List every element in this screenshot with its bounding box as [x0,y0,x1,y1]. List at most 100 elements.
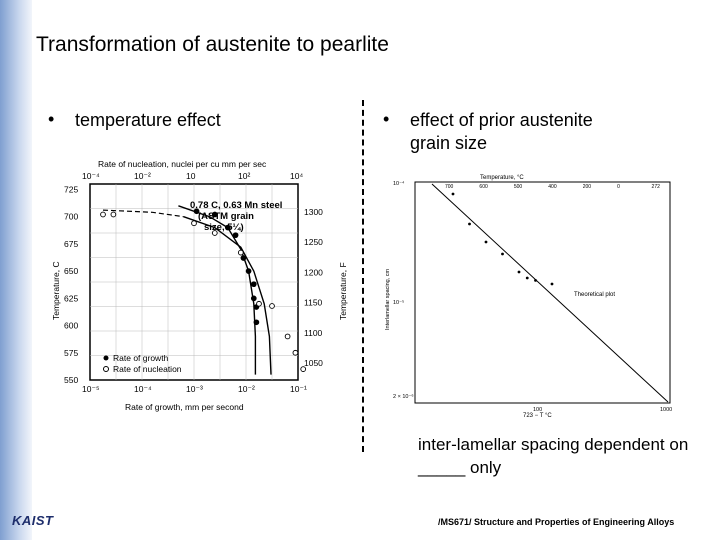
spacing-point [517,270,521,274]
top-tick-label: 400 [548,184,557,190]
annotation-line-3: size, 5¼) [204,222,244,233]
y2-tick-label: 1100 [304,328,323,338]
slide-left-accent-bar [0,0,32,540]
top-tick-label: 600 [479,184,488,190]
y-tick-label: 550 [64,375,78,385]
slide-title: Transformation of austenite to pearlite [36,33,389,56]
spacing-chart: Temperature, °C 700 600 500 400 200 0 272 10⁻⁴ 1… [385,175,672,419]
nucleation-point [191,220,197,227]
growth-point [253,319,260,326]
y-tick-label: 650 [64,266,78,276]
nucleation-point [300,366,307,372]
bullet-right-line2: grain size [410,133,488,153]
x-tick-label: 1000 [660,407,672,413]
growth-point [245,268,252,274]
data-points [100,208,307,372]
grain-size-figure: Temperature, °C 700 600 500 400 200 0 272 10⁻⁴ 1… [380,170,680,425]
top-tick-label: 10² [238,171,250,181]
legend-nucleation: Rate of nucleation [113,364,182,374]
legend-growth: Rate of growth [113,353,169,363]
temperature-effect-chart: Rate of nucleation, nuclei per cu mm per… [51,159,348,412]
y-axis-label: Temperature, C [51,261,61,320]
plot-frame [414,181,671,404]
y-tick-label: 625 [64,293,78,303]
y2-axis-label: Temperature, F [338,262,348,320]
growth-point [250,281,257,288]
top-tick-label: 272 [652,184,661,190]
y2-tick-label: 1200 [304,267,323,277]
note-line-2: _____ only [418,458,502,477]
legend: Rate of growth Rate of nucleation [103,353,182,374]
top-tick-label: 700 [445,184,454,190]
annotation-line-2: (ASTM grain [198,211,254,222]
nucleation-point [269,303,275,309]
top-tick-label: 10⁻² [134,171,151,181]
spacing-point [550,282,554,286]
growth-point [250,295,257,302]
y2-tick-label: 1250 [304,237,323,247]
x-axis-label: 723 − T °C [523,413,552,419]
spacing-point [451,192,455,196]
annotation-line-1: 0.78 C, 0.63 Mn steel [190,200,282,211]
top-tick-label: 10⁻⁴ [82,171,100,181]
x-axis-label: Rate of growth, mm per second [125,402,244,412]
nucleation-point [237,249,244,256]
y-tick-label: 2 × 10⁻⁶ [393,393,414,400]
theoretical-line [431,183,669,403]
nucleation-curve [183,216,272,375]
x-tick-label: 10⁻⁴ [134,384,152,394]
top-tick-label: 10⁴ [290,171,303,181]
spacing-point [525,276,529,280]
top-tick-label: 0 [617,184,620,190]
growth-point [193,208,200,215]
spacing-note: inter-lamellar spacing dependent on ____… [418,433,688,479]
spacing-point [484,240,488,244]
bullet-marker: • [383,109,390,129]
y-tick-label: 725 [64,184,78,194]
y-tick-label: 10⁻⁴ [393,180,405,187]
y-tick-label: 575 [64,348,78,358]
bullet-right-line1: effect of prior austenite [410,110,593,130]
nucleation-point [110,211,117,218]
top-axis-label: Temperature, °C [480,175,524,181]
kaist-logo: KAIST [12,513,54,528]
legend-open-marker [103,366,109,372]
spacing-point [501,252,504,256]
note-line-1: inter-lamellar spacing dependent on [418,435,689,454]
nucleation-curve-dashed [102,209,184,218]
top-tick-label: 200 [583,184,592,190]
temperature-effect-figure: Rate of nucleation, nuclei per cu mm per… [50,150,350,420]
top-axis-label: Rate of nucleation, nuclei per cu mm per… [98,159,267,169]
nucleation-point [211,230,218,236]
course-footer: /MS671/ Structure and Properties of Engi… [438,517,675,527]
legend-filled-marker [103,355,109,361]
data-points [451,192,554,286]
top-tick-label: 10 [186,171,196,181]
spacing-point [468,222,471,226]
nucleation-point [256,300,262,307]
x-tick-label: 10⁻⁵ [82,384,99,394]
axis-ticks: 10⁻⁵ 10⁻⁴ 10⁻³ 10⁻² 10⁻¹ 10⁻⁴ 10⁻² 10 10² 10⁴ 725 7… [64,171,323,394]
x-tick-label: 100 [533,407,542,413]
axis-ticks: 700 600 500 400 200 0 272 10⁻⁴ 10⁻⁵ 2 × 10⁻⁶ 100 10… [393,180,672,413]
y2-tick-label: 1150 [304,298,323,308]
y-tick-label: 600 [64,321,78,331]
y-tick-label: 10⁻⁵ [393,299,404,306]
y-axis-label: Interlamellar spacing, cm [385,268,391,330]
x-tick-label: 10⁻² [238,384,255,394]
top-tick-label: 500 [514,184,523,190]
bullet-marker: • [48,109,55,129]
nucleation-point [284,333,291,340]
nucleation-point [100,211,106,218]
y-tick-label: 700 [64,212,78,222]
y2-tick-label: 1050 [304,358,323,368]
growth-point [211,211,218,218]
x-tick-label: 10⁻³ [186,384,203,394]
growth-point [240,255,247,261]
growth-point [224,224,231,231]
y-tick-label: 675 [64,239,78,249]
y2-tick-label: 1300 [304,207,323,217]
theoretical-plot-label: Theoretical plot [574,292,615,298]
x-tick-label: 10⁻¹ [290,384,307,394]
spacing-point [534,279,537,282]
